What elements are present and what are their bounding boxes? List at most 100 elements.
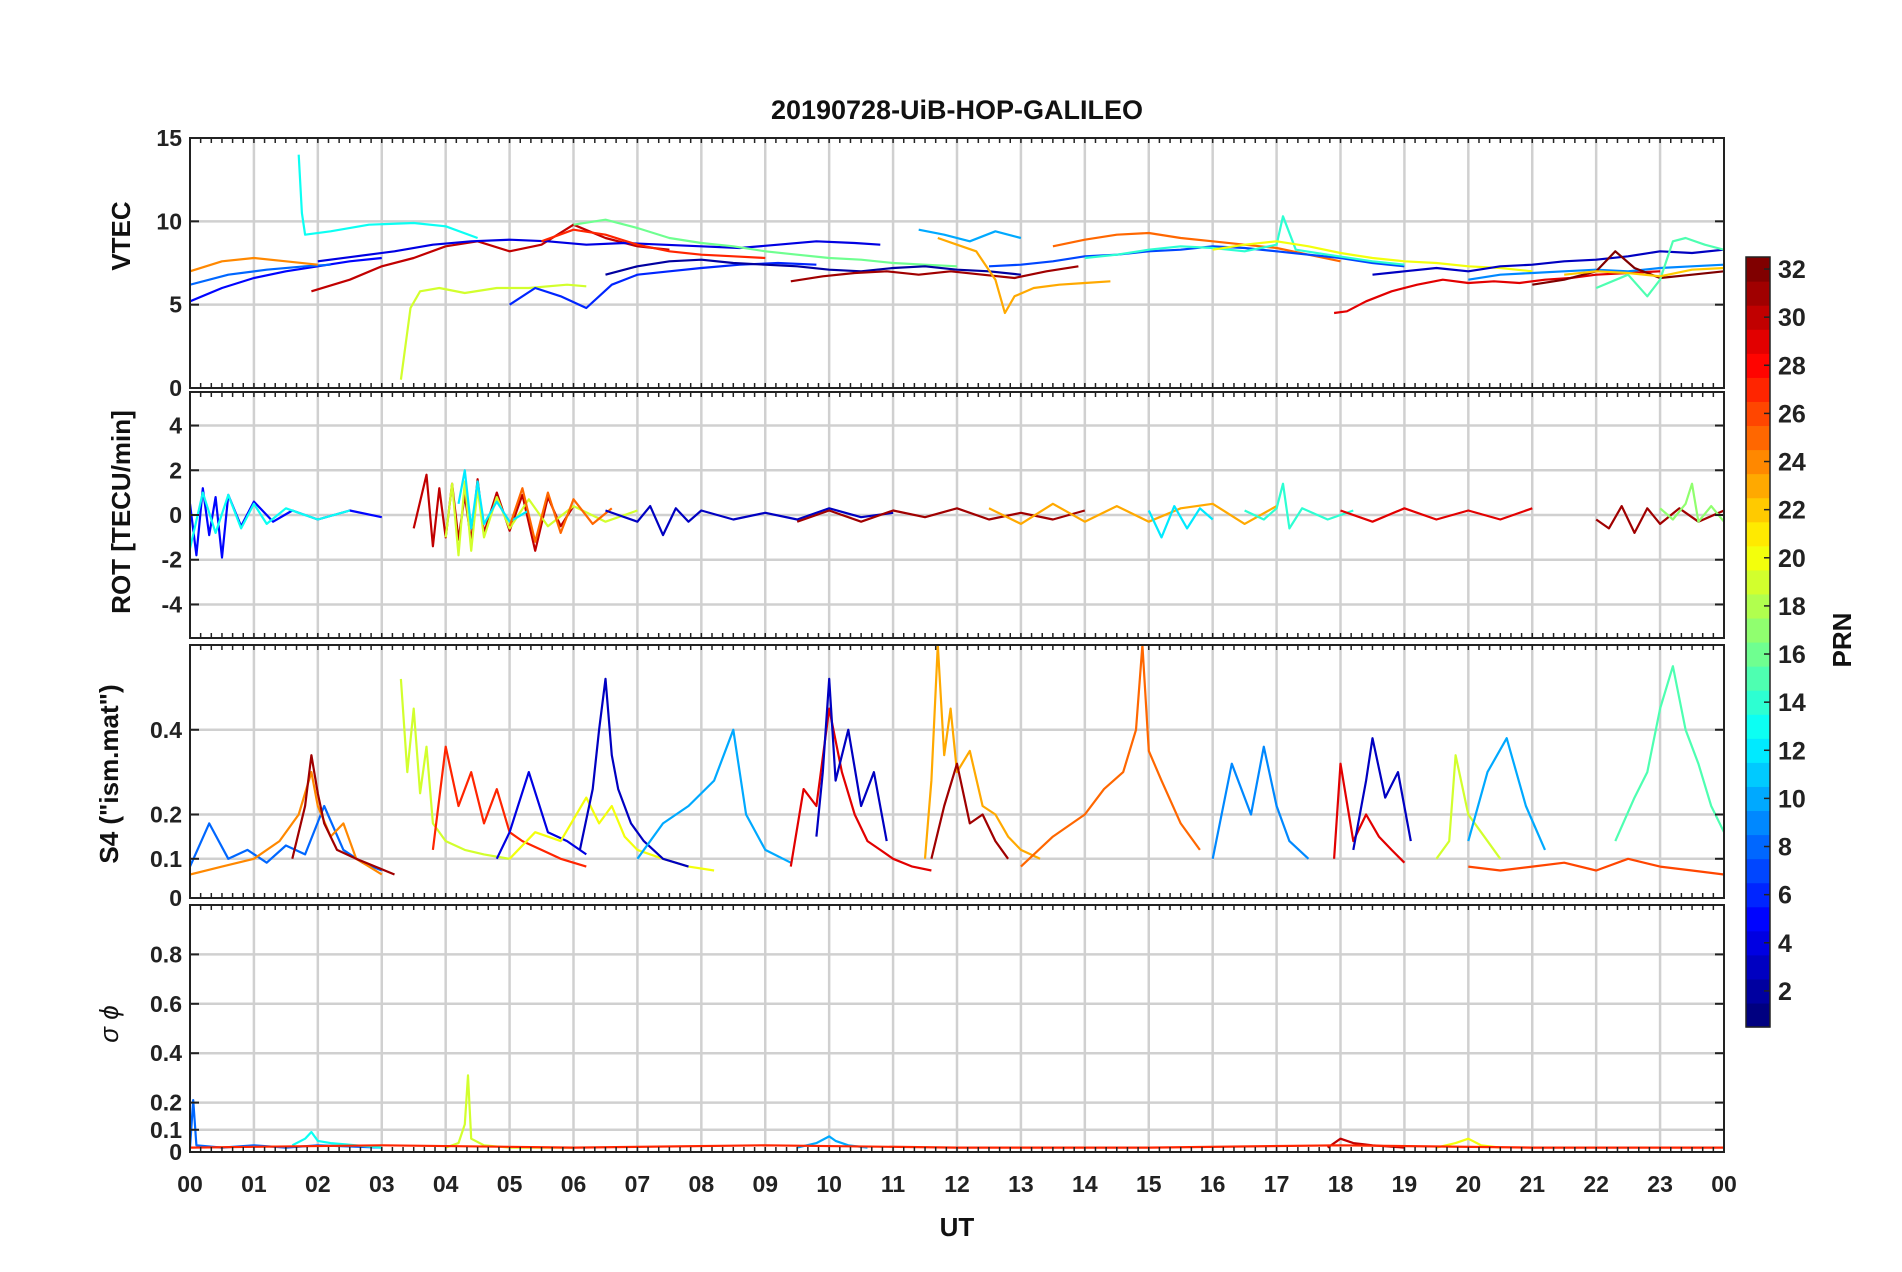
series-line-prn-5 xyxy=(190,256,382,303)
colorbar-segment xyxy=(1746,906,1770,932)
y-tick-label: 0 xyxy=(169,375,182,401)
series-line-prn-31 xyxy=(930,762,1009,860)
colorbar-segment xyxy=(1746,858,1770,884)
series-line-prn-4 xyxy=(495,771,587,860)
x-tick-label: 00 xyxy=(1711,1171,1737,1197)
colorbar-label: PRN xyxy=(1827,613,1857,668)
panel-sigma-phi: 00.10.2 0.4 0.6 0.8 σ ϕ xyxy=(94,904,1725,1165)
series-line-prn-23 xyxy=(937,236,1111,315)
ylabel-sigma-phi: σ ϕ xyxy=(94,1005,124,1042)
series-line-prn-31 xyxy=(291,754,395,876)
series-line-prn-22 xyxy=(1564,266,1724,278)
series-line-prn-14 xyxy=(1244,482,1354,530)
x-tick-label: 10 xyxy=(816,1171,842,1197)
y-tick-label: 0.4 xyxy=(150,717,182,743)
series-line-prn-29 xyxy=(789,707,932,872)
x-tick-label: 15 xyxy=(1136,1171,1162,1197)
series-line-prn-3 xyxy=(1352,737,1412,851)
series-line-prn-16 xyxy=(573,218,958,268)
colorbar-segment xyxy=(1746,569,1770,595)
series-line-prn-19 xyxy=(399,678,510,860)
series-line-prn-8 xyxy=(190,804,383,872)
series-line-prn-20 xyxy=(1212,240,1533,273)
colorbar-tick-label: 4 xyxy=(1778,930,1792,958)
series-line-prn-25 xyxy=(1052,231,1341,263)
colorbar-segment xyxy=(1746,617,1770,643)
series-line-prn-19 xyxy=(399,283,587,380)
x-tick-label: 20 xyxy=(1456,1171,1482,1197)
x-tick-label: 18 xyxy=(1328,1171,1354,1197)
colorbar-tick-label: 6 xyxy=(1778,882,1792,910)
colorbar-segment xyxy=(1746,377,1770,402)
series-line-prn-3 xyxy=(815,677,888,842)
colorbar-tick-label: 24 xyxy=(1778,449,1806,477)
ylabel-s4: S4 ("ism.mat") xyxy=(94,684,124,863)
x-axis-ticks: 00 01 02 03 04 05 06 07 08 09 10 11 12 13 14 15 16 17 18 19… xyxy=(177,1171,1737,1197)
y-tick-label: 0 xyxy=(169,1139,182,1165)
series-line-prn-32 xyxy=(1532,250,1724,286)
x-tick-label: 17 xyxy=(1264,1171,1290,1197)
series-line-prn-23 xyxy=(923,645,1041,860)
series-line-prn-31 xyxy=(1595,505,1724,534)
series-line-prn-17 xyxy=(1659,482,1724,523)
x-tick-label: 02 xyxy=(305,1171,331,1197)
ylabel-vtec: VTEC xyxy=(106,201,136,271)
colorbar-tick-label: 28 xyxy=(1778,352,1806,380)
colorbar-segment xyxy=(1746,666,1770,691)
series-line-prn-15 xyxy=(1614,665,1724,842)
colorbar-segment xyxy=(1746,473,1770,499)
series-line-prn-10 xyxy=(1467,737,1547,851)
series-line-prn-13 xyxy=(190,491,351,549)
chart-title: 20190728-UiB-HOP-GALILEO xyxy=(771,95,1143,125)
colorbar-segment xyxy=(1746,281,1770,306)
series-line-prn-15 xyxy=(1595,236,1724,298)
y-tick-label: 0.2 xyxy=(150,1090,182,1116)
y-tick-label: -2 xyxy=(162,547,182,573)
series-line-prn-14 xyxy=(1084,215,1405,266)
series-line-prn-31 xyxy=(796,507,1086,523)
y-tick-label: 0.8 xyxy=(150,941,182,967)
x-tick-label: 06 xyxy=(561,1171,587,1197)
x-tick-label: 13 xyxy=(1008,1171,1034,1197)
x-tick-label: 01 xyxy=(241,1171,267,1197)
x-tick-label: 08 xyxy=(689,1171,715,1197)
x-tick-label: 23 xyxy=(1647,1171,1673,1197)
series-line-prn-27 xyxy=(431,745,587,868)
colorbar-tick-label: 8 xyxy=(1778,834,1792,862)
x-tick-label: 21 xyxy=(1519,1171,1545,1197)
y-tick-label: 0 xyxy=(169,502,182,528)
colorbar-tick-label: 22 xyxy=(1778,497,1806,525)
series-line-prn-31 xyxy=(790,265,1079,283)
series-line-prn-29 xyxy=(1340,507,1533,523)
colorbar-tick-label: 30 xyxy=(1778,304,1806,332)
x-tick-label: 09 xyxy=(752,1171,778,1197)
x-tick-label: 16 xyxy=(1200,1171,1226,1197)
x-tick-label: 07 xyxy=(625,1171,651,1197)
ylabel-rot: ROT [TECU/min] xyxy=(106,410,136,614)
series-line-prn-29 xyxy=(1333,270,1661,315)
x-tick-label: 00 xyxy=(177,1171,203,1197)
colorbar-tick-label: 2 xyxy=(1778,978,1792,1006)
x-tick-label: 11 xyxy=(881,1171,906,1197)
colorbar-segment xyxy=(1746,1002,1770,1028)
series-line-prn-2 xyxy=(605,258,1022,276)
x-tick-label: 05 xyxy=(497,1171,523,1197)
panel-s4: 0 0.1 0.2 0.4 S4 ("ism.mat") xyxy=(94,644,1725,911)
series-line-prn-10 xyxy=(918,228,1022,243)
colorbar-tick-label: 14 xyxy=(1778,689,1806,717)
series-line-prn-3 xyxy=(578,677,689,868)
series-line-prn-9 xyxy=(1211,745,1310,860)
colorbar-tick-label: 26 xyxy=(1778,400,1806,428)
colorbar-tick-label: 12 xyxy=(1778,737,1806,765)
y-tick-label: 0.1 xyxy=(150,1117,182,1143)
series-line-prn-19 xyxy=(1435,754,1502,860)
series-line-prn-8 xyxy=(190,263,331,286)
series-line-prn-4 xyxy=(317,238,881,263)
y-tick-label: 2 xyxy=(169,457,182,483)
series-line-prn-30 xyxy=(311,223,670,293)
colorbar-tick-label: 18 xyxy=(1778,593,1806,621)
series-line-prn-24 xyxy=(190,256,318,273)
panel-rot: -4 -2 0 2 4 ROT [TECU/min] xyxy=(106,391,1725,639)
